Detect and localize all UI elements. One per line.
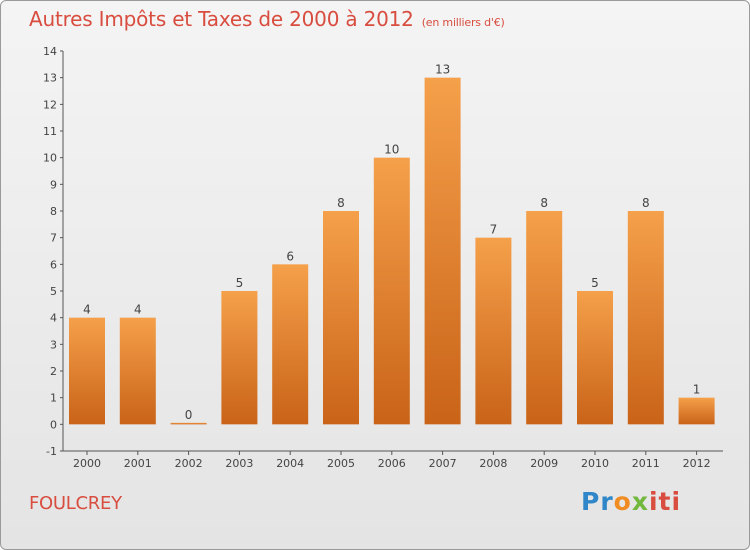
bar-2007 [424, 77, 461, 425]
value-label-2010: 5 [591, 276, 599, 290]
x-tick-label-2009: 2009 [530, 457, 558, 470]
y-tick-label: 14 [43, 45, 57, 58]
x-tick-label-2012: 2012 [683, 457, 711, 470]
y-tick-label: 4 [50, 312, 57, 325]
y-tick-label: 3 [50, 338, 57, 351]
x-tick-label-2001: 2001 [124, 457, 152, 470]
x-tick-label-2008: 2008 [479, 457, 507, 470]
x-tick-label-2003: 2003 [225, 457, 253, 470]
bar-2003 [221, 291, 258, 425]
y-tick-label: 9 [50, 178, 57, 191]
y-tick-label: 7 [50, 232, 57, 245]
bar-2000 [69, 317, 105, 425]
bar-2009 [526, 211, 563, 425]
value-label-2001: 4 [134, 303, 142, 317]
proxiti-logo: Proxiti [581, 487, 682, 516]
value-label-2002: 0 [185, 408, 193, 422]
value-label-2012: 1 [693, 383, 701, 397]
value-label-2011: 8 [642, 196, 650, 210]
y-tick-label: 6 [50, 258, 57, 271]
x-tick-label-2005: 2005 [327, 457, 355, 470]
y-tick-label: 10 [43, 152, 57, 165]
y-tick-label: 12 [43, 98, 57, 111]
commune-name: FOULCREY [29, 493, 122, 514]
bar-2006 [373, 157, 410, 425]
x-tick-label-2011: 2011 [632, 457, 660, 470]
x-tick-label-2010: 2010 [581, 457, 609, 470]
chart-title: Autres Impôts et Taxes de 2000 à 2012 (en… [29, 7, 505, 31]
title-text: Autres Impôts et Taxes de 2000 à 2012 [29, 7, 414, 31]
x-tick-label-2004: 2004 [276, 457, 304, 470]
x-tick-label-2007: 2007 [429, 457, 457, 470]
x-tick-label-2000: 2000 [73, 457, 101, 470]
y-tick-label: 8 [50, 205, 57, 218]
value-label-2004: 6 [286, 249, 294, 263]
y-tick-label: -1 [46, 445, 57, 458]
y-tick-label: 1 [50, 392, 57, 405]
unit-label: (en milliers d'€) [421, 16, 505, 29]
bar-2012 [678, 397, 715, 425]
value-label-2003: 5 [236, 276, 244, 290]
y-tick-label: 5 [50, 285, 57, 298]
value-label-2007: 13 [435, 63, 450, 77]
x-tick-label-2006: 2006 [378, 457, 406, 470]
bar-2001 [119, 317, 156, 425]
y-tick-label: 2 [50, 365, 57, 378]
bar-2008 [475, 237, 512, 425]
value-label-2009: 8 [540, 196, 548, 210]
y-tick-label: 11 [43, 125, 57, 138]
bar-2011 [627, 211, 664, 425]
y-tick-label: 0 [50, 418, 57, 431]
x-tick-label-2002: 2002 [175, 457, 203, 470]
value-label-2005: 8 [337, 196, 345, 210]
value-label-2000: 4 [83, 303, 91, 317]
bar-2010 [577, 291, 613, 425]
value-label-2008: 7 [490, 223, 498, 237]
bar-2004 [272, 264, 309, 425]
bar-2002 [170, 422, 207, 425]
bar-2005 [323, 211, 359, 425]
y-tick-label: 13 [43, 72, 57, 85]
value-label-2006: 10 [384, 143, 399, 157]
